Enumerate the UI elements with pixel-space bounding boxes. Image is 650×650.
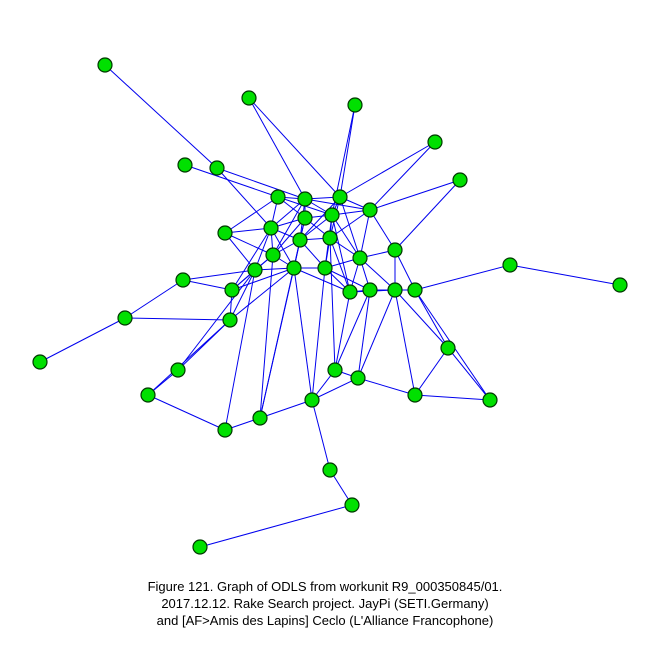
node — [348, 98, 362, 112]
node — [178, 158, 192, 172]
edge — [415, 265, 510, 290]
edge — [125, 280, 183, 318]
node — [305, 393, 319, 407]
edge — [335, 292, 350, 370]
node — [98, 58, 112, 72]
edge — [415, 290, 448, 348]
nodes-group — [33, 58, 627, 554]
node — [171, 363, 185, 377]
node — [428, 135, 442, 149]
figure-caption: Figure 121. Graph of ODLS from workunit … — [0, 579, 650, 630]
edge — [332, 215, 350, 292]
node — [264, 221, 278, 235]
node — [333, 190, 347, 204]
edge — [330, 238, 335, 370]
edge — [510, 265, 620, 285]
node — [176, 273, 190, 287]
edge — [340, 105, 355, 197]
edge — [415, 348, 448, 395]
node — [253, 411, 267, 425]
node — [293, 233, 307, 247]
node — [328, 363, 342, 377]
node — [223, 313, 237, 327]
node — [323, 463, 337, 477]
node — [298, 192, 312, 206]
node — [218, 423, 232, 437]
edge — [148, 320, 230, 395]
node — [323, 231, 337, 245]
node — [388, 283, 402, 297]
edge — [125, 318, 230, 320]
edge — [232, 228, 271, 290]
node — [33, 355, 47, 369]
node — [408, 283, 422, 297]
edge — [370, 142, 435, 210]
node — [318, 261, 332, 275]
edge — [415, 395, 490, 400]
edge — [358, 378, 415, 395]
edge — [448, 348, 490, 400]
node — [363, 203, 377, 217]
node — [287, 261, 301, 275]
node — [363, 283, 377, 297]
node — [441, 341, 455, 355]
edge — [312, 378, 358, 400]
node — [483, 393, 497, 407]
edge — [249, 98, 305, 199]
node — [453, 173, 467, 187]
caption-line-3: and [AF>Amis des Lapins] Ceclo (L'Allian… — [0, 613, 650, 630]
edge — [105, 65, 217, 168]
edge — [340, 142, 435, 197]
node — [141, 388, 155, 402]
node — [266, 248, 280, 262]
edge — [312, 268, 325, 400]
edge — [249, 98, 340, 197]
node — [613, 278, 627, 292]
graph-canvas — [0, 0, 650, 650]
node — [503, 258, 517, 272]
node — [298, 211, 312, 225]
node — [118, 311, 132, 325]
node — [351, 371, 365, 385]
edge — [330, 238, 350, 292]
edge — [40, 318, 125, 362]
node — [210, 161, 224, 175]
caption-line-1: Figure 121. Graph of ODLS from workunit … — [0, 579, 650, 596]
node — [193, 540, 207, 554]
edge — [178, 270, 255, 370]
node — [248, 263, 262, 277]
edge — [217, 168, 305, 199]
node — [388, 243, 402, 257]
node — [343, 285, 357, 299]
node — [345, 498, 359, 512]
caption-line-2: 2017.12.12. Rake Search project. JayPi (… — [0, 596, 650, 613]
edge — [200, 505, 352, 547]
edge — [395, 290, 415, 395]
edge — [232, 268, 294, 290]
edge — [260, 400, 312, 418]
node — [242, 91, 256, 105]
network-graph: Figure 121. Graph of ODLS from workunit … — [0, 0, 650, 650]
edge — [294, 268, 312, 400]
node — [353, 251, 367, 265]
node — [225, 283, 239, 297]
edge — [312, 400, 330, 470]
edge — [185, 165, 278, 197]
node — [408, 388, 422, 402]
node — [218, 226, 232, 240]
node — [271, 190, 285, 204]
edge — [148, 395, 225, 430]
node — [325, 208, 339, 222]
